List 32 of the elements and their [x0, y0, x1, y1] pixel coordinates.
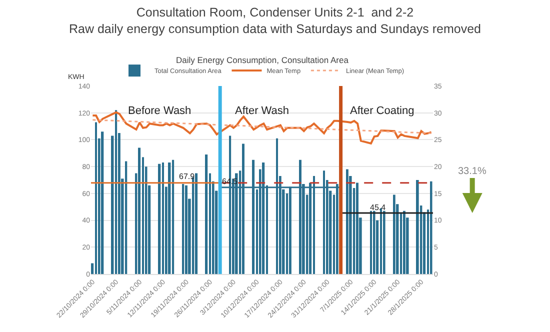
- bar: [430, 181, 432, 274]
- annotation: 45.4: [370, 203, 386, 212]
- bar: [162, 162, 164, 274]
- bar: [182, 184, 184, 274]
- bar: [158, 164, 161, 274]
- bar: [370, 210, 372, 274]
- chart-title: Consultation Room, Condenser Units 2-1 and 2-2 Raw daily energy consumption data with Saturdays and Sundays removed: [68, 6, 482, 36]
- bar: [168, 162, 171, 274]
- bar: [373, 210, 376, 274]
- bar: [383, 210, 386, 274]
- bar: [346, 169, 348, 274]
- bar: [380, 208, 382, 274]
- bar: [356, 182, 358, 274]
- bar: [205, 154, 208, 274]
- bar: [172, 160, 174, 274]
- annotation: After Wash: [235, 105, 289, 117]
- bar: [185, 185, 188, 274]
- bar: [95, 122, 97, 274]
- annotation: 67.9: [179, 172, 196, 181]
- text: 33.1%: [458, 166, 486, 177]
- annotation: Before Wash: [128, 105, 192, 117]
- bar: [403, 210, 406, 274]
- bar: [393, 194, 396, 274]
- chart-subtitle: Daily Energy Consumption, Consultation Area: [176, 55, 349, 65]
- bar: [195, 173, 198, 274]
- bar: [416, 180, 419, 274]
- annotation: 64.5: [222, 177, 238, 186]
- bar: [101, 132, 104, 274]
- bar: [115, 110, 118, 274]
- bar: [138, 148, 141, 274]
- annotation: After Coating: [350, 105, 414, 117]
- bar: [125, 161, 128, 274]
